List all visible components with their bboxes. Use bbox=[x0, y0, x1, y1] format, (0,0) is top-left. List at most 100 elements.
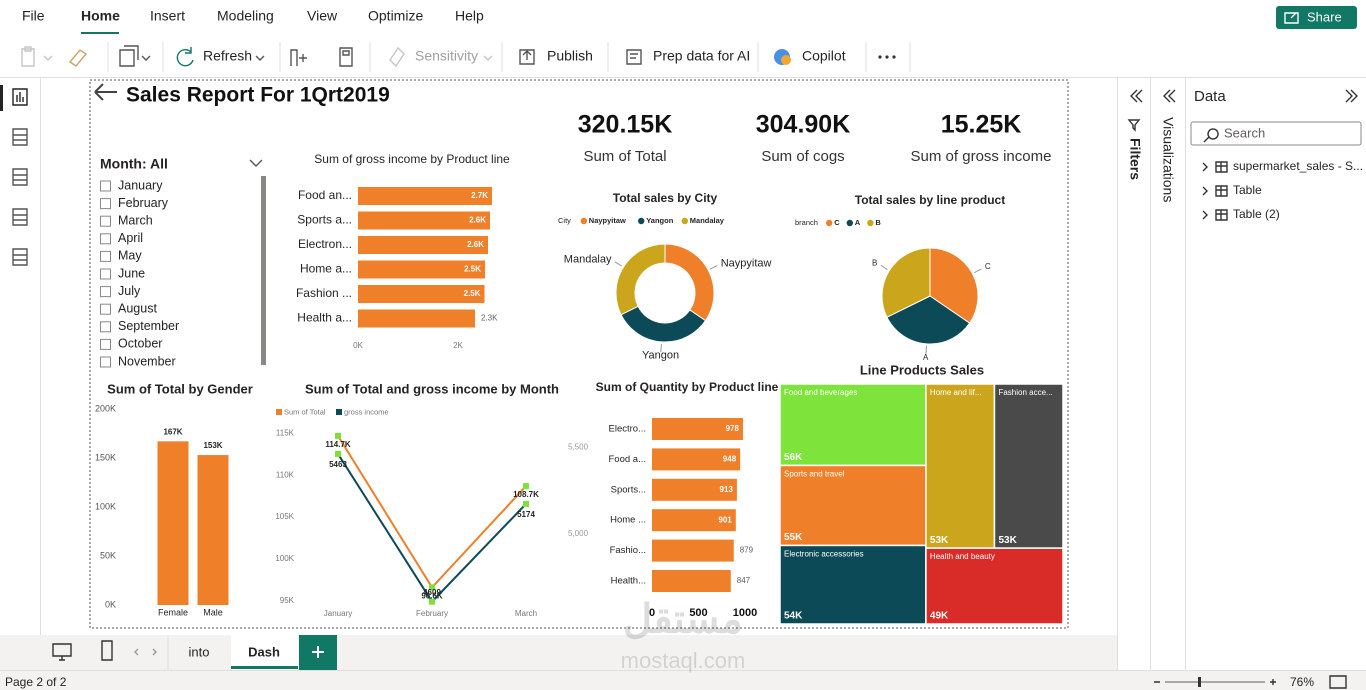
slicer-checkbox[interactable] bbox=[100, 286, 111, 298]
left-rail bbox=[0, 78, 40, 635]
leader-line bbox=[973, 268, 982, 274]
category-label: Male bbox=[203, 607, 223, 617]
slicer-checkbox[interactable] bbox=[100, 250, 111, 262]
x-tick-label: 0 bbox=[649, 607, 655, 619]
toolbar-button[interactable]: Refresh bbox=[203, 48, 252, 64]
chart-title: Total sales by line product bbox=[855, 193, 1005, 207]
page-tab[interactable]: Dash bbox=[248, 644, 280, 659]
legend-label: B bbox=[875, 218, 881, 227]
refresh-chevron bbox=[255, 55, 265, 61]
slicer-scrollbar[interactable] bbox=[261, 176, 266, 365]
slicer-item[interactable]: September bbox=[118, 319, 179, 333]
slicer-item[interactable]: January bbox=[118, 178, 163, 192]
line-marker bbox=[335, 432, 341, 439]
menu-item[interactable]: Optimize bbox=[368, 8, 423, 24]
share-label[interactable]: Share bbox=[1307, 9, 1342, 24]
slicer-checkbox[interactable] bbox=[100, 198, 111, 210]
legend-dot bbox=[867, 219, 874, 227]
slicer-list: January February March April May June July Augu… bbox=[100, 178, 179, 386]
page-tab-active[interactable] bbox=[231, 635, 298, 670]
format-painter-icon bbox=[68, 49, 88, 67]
filters-pane-label[interactable]: Filters bbox=[1127, 138, 1143, 180]
menu-item[interactable]: File bbox=[22, 8, 45, 24]
treemap-cell[interactable] bbox=[925, 383, 996, 549]
treemap-label: Sports and travel bbox=[784, 470, 845, 479]
slicer-item[interactable]: May bbox=[118, 249, 142, 263]
more-dot[interactable] bbox=[892, 55, 896, 59]
expand-data bbox=[1345, 89, 1358, 103]
slicer-item[interactable]: July bbox=[118, 284, 141, 298]
slice-label: Mandalay bbox=[564, 254, 612, 266]
data-label: 153K bbox=[203, 441, 222, 450]
prep-icon bbox=[626, 49, 642, 65]
menu-item[interactable]: View bbox=[307, 8, 338, 24]
menu-active-underline bbox=[81, 32, 119, 34]
treemap-cell[interactable] bbox=[779, 464, 927, 547]
zoom-thumb[interactable] bbox=[1198, 677, 1201, 687]
menu-item[interactable]: Insert bbox=[150, 8, 185, 24]
slicer-checkbox[interactable] bbox=[100, 356, 111, 368]
slice-label: C bbox=[985, 262, 991, 271]
slicer-item[interactable]: December bbox=[118, 372, 176, 386]
slicer-checkbox[interactable] bbox=[100, 233, 111, 245]
slice[interactable] bbox=[881, 247, 931, 318]
slicer-item[interactable]: March bbox=[118, 213, 153, 227]
data-label: 114.7K bbox=[325, 440, 351, 449]
leader-line bbox=[660, 343, 662, 352]
menu-item[interactable]: Modeling bbox=[217, 8, 274, 24]
y-tick-label: 200K bbox=[95, 403, 116, 413]
slicer-checkbox[interactable] bbox=[100, 215, 111, 227]
copilot-icon bbox=[781, 55, 791, 65]
watermark: mostaql.com bbox=[621, 648, 746, 673]
menu-item[interactable]: Help bbox=[455, 8, 484, 24]
visualizations-pane-label[interactable]: Visualizations bbox=[1160, 117, 1176, 202]
treemap-cell[interactable] bbox=[779, 383, 927, 467]
kpi-label: Sum of cogs bbox=[761, 148, 844, 165]
y-tick-label: 100K bbox=[275, 554, 294, 563]
data-label: 2.6K bbox=[467, 240, 484, 249]
slicer-checkbox[interactable] bbox=[100, 180, 111, 192]
bar bbox=[358, 187, 492, 205]
slicer-checkbox[interactable] bbox=[100, 338, 111, 350]
slicer-item[interactable]: February bbox=[118, 196, 169, 210]
category-label: Health... bbox=[611, 576, 646, 587]
data-label: 108.7K bbox=[513, 490, 539, 499]
search-box[interactable] bbox=[1190, 121, 1362, 146]
slicer-item[interactable]: June bbox=[118, 266, 145, 280]
treemap-label: Home and lif... bbox=[930, 388, 982, 397]
slice[interactable] bbox=[886, 295, 971, 345]
slicer-checkbox[interactable] bbox=[100, 303, 111, 315]
slicer-item[interactable]: April bbox=[118, 231, 143, 245]
slicer-item[interactable]: August bbox=[118, 301, 157, 315]
data-label: 167K bbox=[163, 427, 182, 436]
add-page-icon bbox=[312, 646, 324, 658]
toolbar-button[interactable]: Prep data for AI bbox=[653, 48, 750, 64]
menu-item[interactable]: Home bbox=[81, 8, 120, 24]
toolbar-button[interactable]: Publish bbox=[547, 48, 593, 64]
treemap-cell[interactable] bbox=[779, 544, 927, 625]
treemap-cell[interactable] bbox=[925, 547, 1064, 625]
data-label: 49K bbox=[930, 611, 949, 622]
legend-label: gross income bbox=[344, 407, 389, 416]
search-placeholder[interactable]: Search bbox=[1224, 125, 1265, 140]
page-tab[interactable]: into bbox=[189, 644, 210, 659]
treemap-cell[interactable] bbox=[993, 383, 1064, 549]
more-dot[interactable] bbox=[878, 55, 882, 59]
slice[interactable] bbox=[615, 243, 666, 316]
toolbar-button[interactable]: Copilot bbox=[802, 48, 846, 64]
slicer-item[interactable]: November bbox=[118, 354, 176, 368]
slicer-checkbox[interactable] bbox=[100, 268, 111, 280]
slice[interactable] bbox=[929, 247, 979, 324]
data-field[interactable]: Table (2) bbox=[1233, 207, 1280, 221]
slicer-item[interactable]: October bbox=[118, 337, 162, 351]
slicer-checkbox[interactable] bbox=[100, 321, 111, 333]
data-field[interactable]: supermarket_sales - S... bbox=[1233, 159, 1363, 173]
treemap-label: Electronic accessories bbox=[784, 550, 864, 559]
legend-dot bbox=[638, 217, 645, 225]
collapse-visualizations bbox=[1163, 89, 1176, 103]
data-field[interactable]: Table bbox=[1233, 183, 1262, 197]
more-dot[interactable] bbox=[885, 55, 889, 59]
zoom-level[interactable]: 76% bbox=[1290, 675, 1314, 689]
view-icon bbox=[12, 248, 28, 266]
bar bbox=[358, 211, 490, 230]
